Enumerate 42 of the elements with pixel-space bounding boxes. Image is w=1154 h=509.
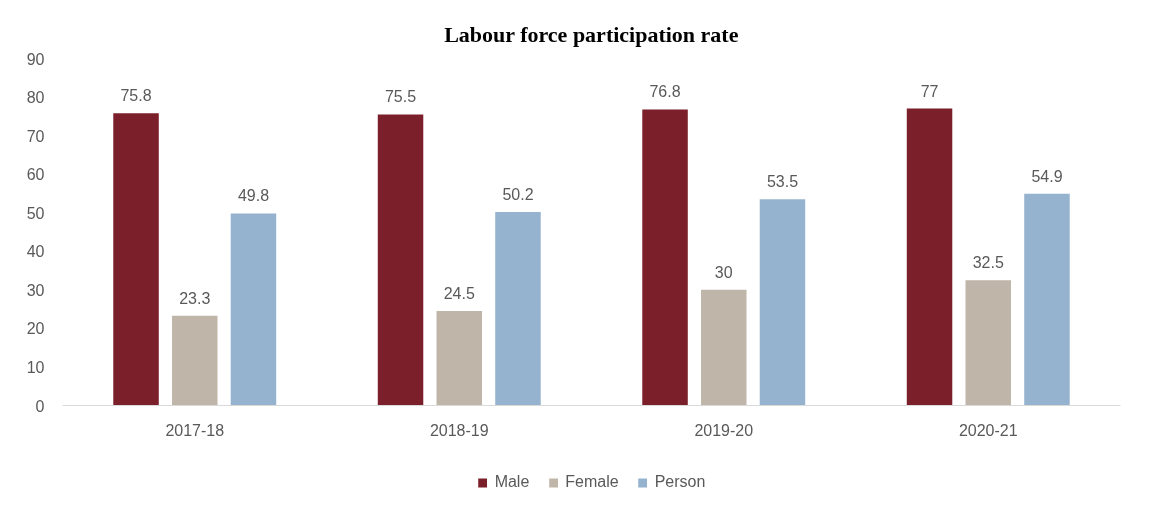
- bar: [906, 108, 953, 406]
- bar: [495, 211, 541, 406]
- data-label: 30: [714, 263, 733, 281]
- legend-label: Female: [565, 473, 619, 491]
- data-label: 24.5: [443, 285, 475, 303]
- bar: [113, 113, 159, 406]
- data-label: 76.8: [649, 83, 681, 101]
- bar: [701, 289, 747, 406]
- y-tick-label: 60: [26, 166, 45, 184]
- y-tick-label: 80: [26, 89, 45, 107]
- y-tick-label: 20: [26, 320, 45, 338]
- bar: [377, 114, 424, 406]
- y-tick-label: 40: [26, 243, 45, 261]
- x-tick-label: 2017-18: [165, 421, 225, 439]
- data-label: 53.5: [766, 173, 799, 191]
- bar: [642, 109, 688, 406]
- x-tick-label: 2020-21: [958, 421, 1018, 439]
- x-tick-label: 2019-20: [694, 421, 754, 439]
- data-label: 75.8: [120, 87, 152, 105]
- legend-label: Person: [654, 473, 706, 491]
- bar: [1024, 193, 1070, 406]
- data-label: 77: [920, 82, 939, 100]
- x-tick-label: 2018-19: [429, 421, 489, 439]
- bar: [172, 315, 218, 406]
- y-tick-label: 0: [35, 397, 45, 415]
- bar: [759, 199, 806, 406]
- data-label: 49.8: [237, 187, 270, 205]
- y-tick-label: 50: [26, 204, 45, 222]
- data-label: 54.9: [1031, 167, 1063, 185]
- data-label: 50.2: [502, 185, 534, 203]
- data-label: 75.5: [384, 88, 417, 106]
- y-tick-label: 30: [26, 281, 45, 299]
- legend-label: Male: [494, 473, 530, 491]
- bar: [965, 280, 1011, 406]
- bar: [436, 311, 482, 406]
- data-label: 23.3: [179, 289, 211, 307]
- bar: [230, 213, 277, 406]
- data-label: 32.5: [972, 254, 1004, 272]
- y-tick-label: 70: [26, 127, 45, 145]
- y-tick-label: 10: [26, 358, 45, 376]
- chart-title: Labour force participation rate: [444, 21, 739, 47]
- y-tick-label: 90: [26, 50, 45, 68]
